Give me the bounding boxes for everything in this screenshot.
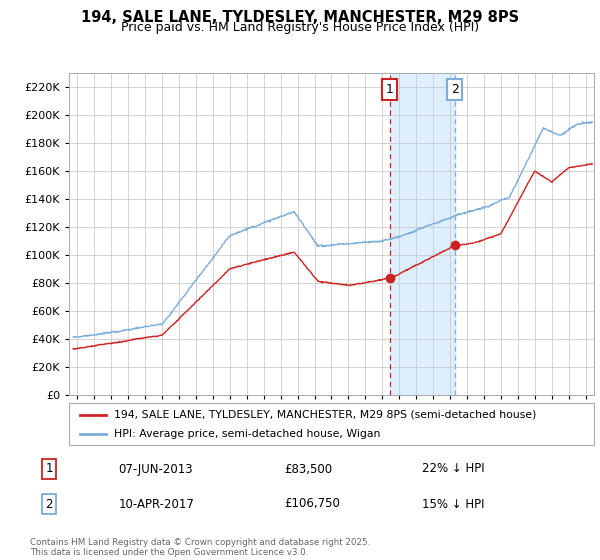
Text: 2: 2 bbox=[451, 83, 458, 96]
Bar bbox=[390, 73, 455, 395]
Text: HPI: Average price, semi-detached house, Wigan: HPI: Average price, semi-detached house,… bbox=[113, 429, 380, 439]
Text: 2: 2 bbox=[46, 497, 53, 511]
Text: 22% ↓ HPI: 22% ↓ HPI bbox=[422, 463, 485, 475]
FancyBboxPatch shape bbox=[69, 403, 594, 445]
Text: 1: 1 bbox=[46, 463, 53, 475]
Text: 194, SALE LANE, TYLDESLEY, MANCHESTER, M29 8PS: 194, SALE LANE, TYLDESLEY, MANCHESTER, M… bbox=[81, 10, 519, 25]
Text: £83,500: £83,500 bbox=[284, 463, 332, 475]
Text: Contains HM Land Registry data © Crown copyright and database right 2025.
This d: Contains HM Land Registry data © Crown c… bbox=[30, 538, 370, 557]
Text: 1: 1 bbox=[386, 83, 394, 96]
Text: 15% ↓ HPI: 15% ↓ HPI bbox=[422, 497, 484, 511]
Text: £106,750: £106,750 bbox=[284, 497, 340, 511]
Text: 07-JUN-2013: 07-JUN-2013 bbox=[118, 463, 193, 475]
Text: Price paid vs. HM Land Registry's House Price Index (HPI): Price paid vs. HM Land Registry's House … bbox=[121, 21, 479, 34]
Text: 194, SALE LANE, TYLDESLEY, MANCHESTER, M29 8PS (semi-detached house): 194, SALE LANE, TYLDESLEY, MANCHESTER, M… bbox=[113, 409, 536, 419]
Text: 10-APR-2017: 10-APR-2017 bbox=[118, 497, 194, 511]
